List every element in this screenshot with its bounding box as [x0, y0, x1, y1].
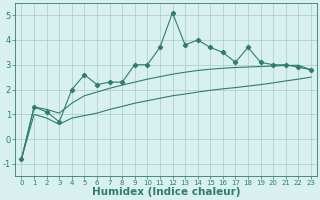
X-axis label: Humidex (Indice chaleur): Humidex (Indice chaleur) [92, 187, 240, 197]
